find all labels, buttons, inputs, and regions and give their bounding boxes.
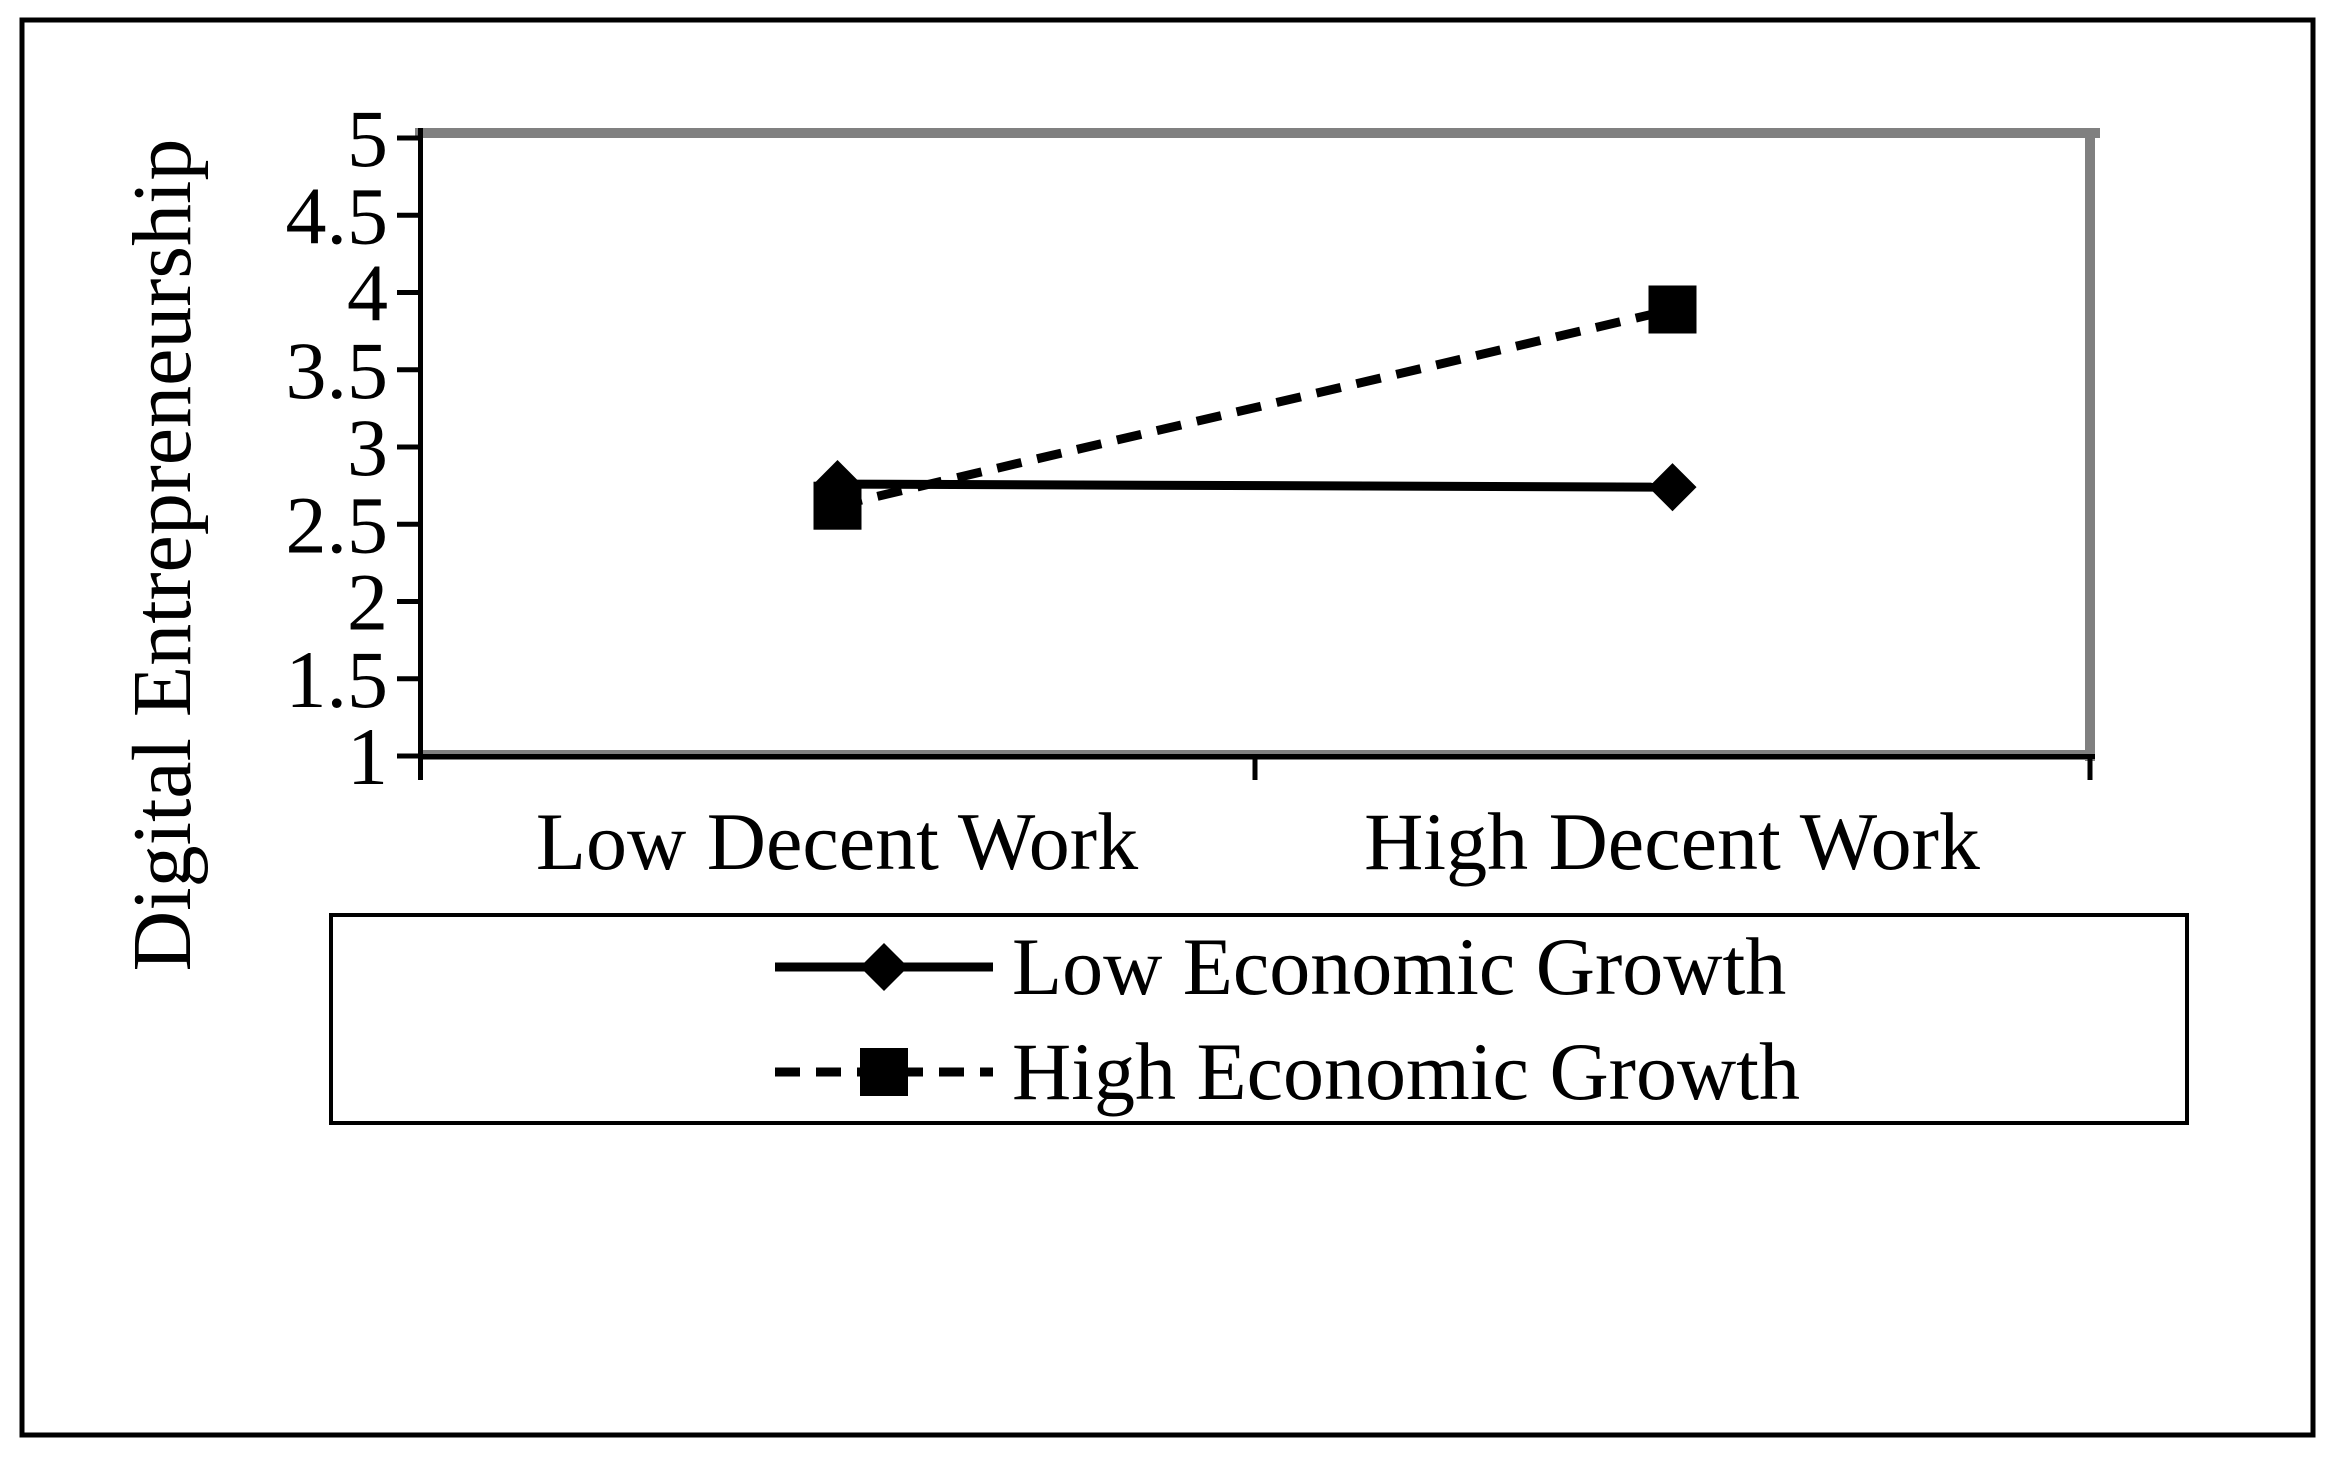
y-tick-label: 2 <box>347 557 388 648</box>
y-tick <box>397 753 420 759</box>
x-category-label-low-decent-work: Low Decent Work <box>536 796 1138 887</box>
y-tick-label: 5 <box>347 93 388 184</box>
y-tick-label: 4.5 <box>286 170 389 261</box>
plot-border-top <box>415 128 2100 138</box>
y-tick-label: 1.5 <box>286 634 389 725</box>
y-tick <box>397 212 420 218</box>
series-line-high-economic-growth <box>836 305 1674 511</box>
y-tick <box>397 521 420 527</box>
y-tick-label: 2.5 <box>286 479 389 570</box>
data-point-diamond-high-decent-work <box>1648 463 1697 512</box>
y-tick-label: 3.5 <box>286 325 389 416</box>
y-tick <box>397 676 420 682</box>
series-line-low-economic-growth <box>837 479 1673 492</box>
y-tick <box>397 135 420 141</box>
x-tick-center <box>1252 756 1258 780</box>
legend-label-low-economic-growth: Low Economic Growth <box>1012 921 1786 1012</box>
y-tick <box>397 367 420 373</box>
legend-marker-square-icon <box>860 1048 908 1096</box>
x-category-label-high-decent-work: High Decent Work <box>1364 796 1980 887</box>
legend-marker-diamond-icon <box>859 942 909 992</box>
y-tick-label: 1 <box>347 711 388 802</box>
figure-border <box>19 17 2316 1438</box>
y-tick-label: 3 <box>347 402 388 493</box>
chart-generated-layer: 54.543.532.521.51 <box>286 93 2189 1125</box>
legend-label-high-economic-growth: High Economic Growth <box>1012 1026 1800 1117</box>
data-point-square-high-decent-work <box>1648 285 1697 334</box>
data-point-square-low-decent-work <box>813 481 862 530</box>
legend-box <box>329 913 2189 1125</box>
x-tick-right <box>2087 756 2093 780</box>
y-axis-title: Digital Entrepreneurship <box>116 139 209 972</box>
y-axis-line <box>418 128 423 780</box>
plot-border-right <box>2085 128 2095 761</box>
y-tick <box>397 444 420 450</box>
y-tick-label: 4 <box>347 248 388 339</box>
y-tick <box>397 599 420 604</box>
y-tick <box>397 290 420 295</box>
